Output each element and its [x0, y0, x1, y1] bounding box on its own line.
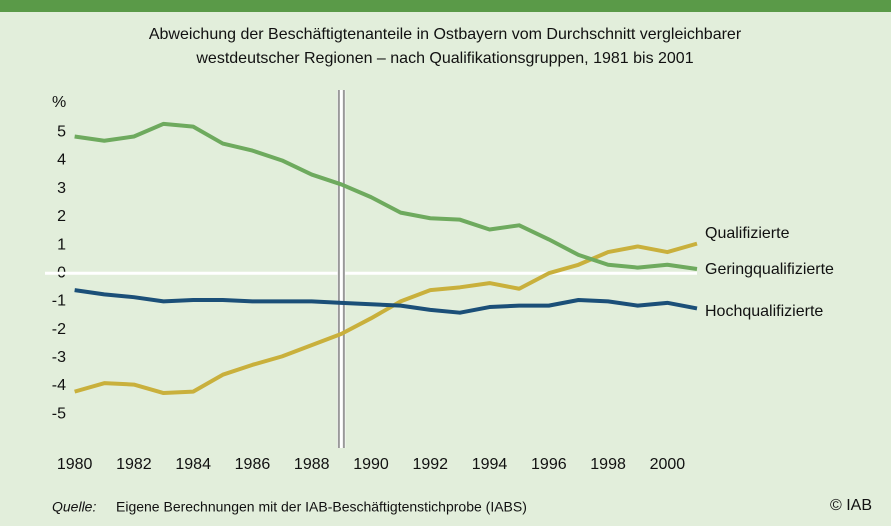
source: Eigene Berechnungen mit der IAB-Beschäft… [116, 499, 527, 515]
copyright: © IAB [830, 497, 872, 514]
series-label: Qualifizierte [705, 225, 790, 242]
y-axis-label: % [52, 94, 66, 111]
x-tick-label: 1994 [472, 456, 508, 473]
line [74, 288, 698, 315]
x-tick-label: 1990 [353, 456, 389, 473]
x-tick-label: 1988 [294, 456, 330, 473]
marker-line [337, 90, 346, 448]
chart-title: Abweichung der Beschäftigtenanteile in O… [149, 26, 742, 43]
y-tick-label: 3 [57, 180, 66, 197]
x-tick-label: 1996 [531, 456, 567, 473]
y-tick-label: 5 [57, 124, 66, 141]
source-label: Quelle: [52, 499, 96, 515]
x-tick-label: 2000 [650, 456, 686, 473]
y-tick-label: -4 [52, 377, 66, 394]
series-label: Geringqualifizierte [705, 261, 834, 278]
y-tick-label: -2 [52, 321, 66, 338]
x-tick-label: 1982 [116, 456, 152, 473]
x-tick-label: 1984 [175, 456, 211, 473]
y-tick-label: -5 [52, 405, 66, 422]
x-tick-label: 1986 [235, 456, 271, 473]
x-tick-label: 1992 [412, 456, 448, 473]
line [74, 121, 698, 271]
series-label: Hochqualifizierte [705, 303, 823, 320]
y-tick-label: -3 [52, 349, 66, 366]
chart-subtitle: westdeutscher Regionen – nach Qualifikat… [195, 50, 693, 67]
x-tick-label: 1998 [590, 456, 626, 473]
y-tick-label: 2 [57, 208, 66, 225]
x-tick-label: 1980 [57, 456, 93, 473]
top-bar [0, 0, 891, 12]
y-tick-label: 4 [57, 152, 66, 169]
y-tick-label: -1 [52, 293, 66, 310]
y-tick-label: 1 [57, 236, 66, 253]
